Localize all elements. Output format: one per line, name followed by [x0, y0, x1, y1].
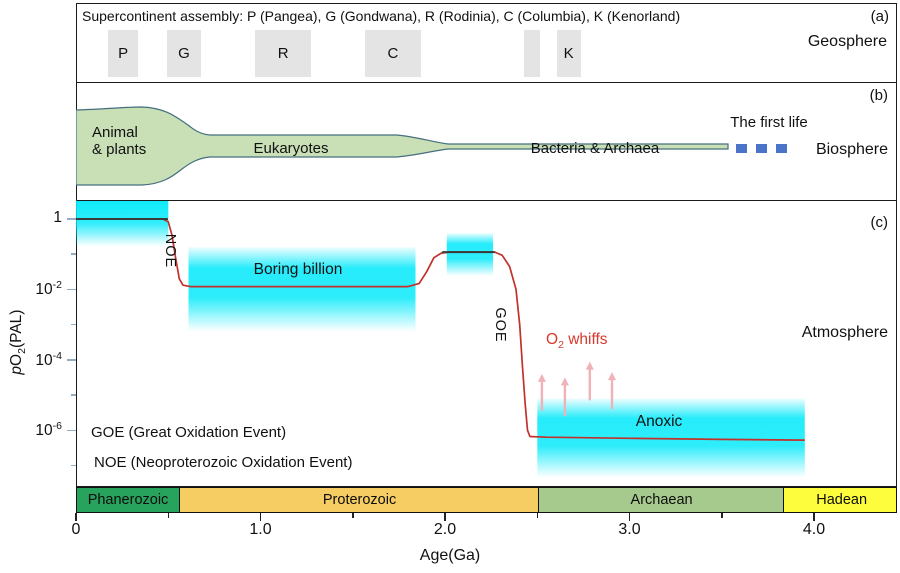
- biosphere-label: Biosphere: [815, 141, 888, 158]
- o2-whiff-arrowhead: [607, 371, 616, 380]
- x-tick-label-0: 0: [71, 521, 81, 538]
- x-tick-0: [75, 512, 77, 521]
- boring-billion-band: [188, 246, 415, 332]
- anoxic-label: Anoxic: [635, 413, 683, 430]
- y-tick-base: 10: [35, 281, 53, 299]
- panel-frame: Supercontinent assembly: P (Pangea), G (…: [75, 3, 897, 487]
- o2-whiffs-label: O2 whiffs: [546, 331, 608, 351]
- first-life-marker: [755, 143, 767, 153]
- y-tick--5: [71, 394, 76, 396]
- geosphere-title: Supercontinent assembly: P (Pangea), G (…: [82, 8, 681, 24]
- y-tick--2: [67, 288, 76, 291]
- noe-annotation: NOE: [162, 233, 178, 269]
- anoxic-band: [536, 398, 805, 478]
- panel-b-label: (b): [869, 87, 888, 104]
- supercontinent-letter: C: [387, 45, 399, 62]
- boring-billion-label: Boring billion: [253, 261, 343, 278]
- y-tick-label-0: 1: [16, 209, 62, 227]
- x-tick-1.5: [352, 512, 354, 518]
- y-tick-exponent: -4: [52, 349, 62, 362]
- y-tick--4: [67, 359, 76, 361]
- era-hadean: Hadean: [783, 488, 896, 512]
- animal-line2: & plants: [92, 141, 147, 158]
- y-tick-label--4: 10-4: [16, 350, 62, 370]
- y-tick-label--6: 10-6: [16, 420, 62, 440]
- y-tick-exponent: -6: [52, 420, 62, 433]
- y-tick--3: [71, 323, 76, 326]
- eukaryotes-label: Eukaryotes: [253, 140, 329, 157]
- animal-plants-label: Animal & plants: [92, 124, 146, 158]
- x-tick-3.5: [721, 512, 723, 518]
- x-tick-0.5: [167, 512, 169, 518]
- era-proterozoic: Proterozoic: [179, 488, 540, 512]
- x-tick-1: [259, 512, 262, 521]
- atmosphere-label: Atmosphere: [801, 324, 888, 341]
- supercontinent-G: G: [167, 30, 201, 77]
- supercontinent-P: P: [108, 30, 138, 77]
- x-axis-title: Age(Ga): [419, 547, 481, 564]
- goe-overshoot-band: [446, 232, 493, 276]
- y-tick--6: [67, 429, 76, 431]
- noe-legend: NOE (Neoproterozoic Oxidation Event): [94, 454, 353, 471]
- era-phanerozoic: Phanerozoic: [77, 488, 179, 512]
- y-tick-exponent: -2: [52, 279, 62, 292]
- first-life-marker: [775, 143, 787, 153]
- x-tick-label-3: 3.0: [618, 521, 641, 538]
- x-tick-label-4: 4.0: [802, 521, 826, 538]
- era-label: Hadean: [816, 491, 868, 508]
- supercontinent-K: K: [556, 30, 581, 77]
- era-label: Phanerozoic: [87, 491, 169, 508]
- x-tick-2: [444, 512, 446, 521]
- supercontinent-letter: R: [277, 45, 289, 62]
- supercontinent-letter: K: [563, 45, 574, 62]
- era-label: Proterozoic: [322, 491, 397, 508]
- x-tick-2.5: [536, 512, 538, 518]
- modern-oxygen-band: [75, 200, 168, 246]
- geologic-era-bar: Phanerozoic Proterozoic Archaean Hadean: [76, 487, 897, 513]
- goe-annotation: GOE: [492, 307, 508, 343]
- bacteria-archaea-label: Bacteria & Archaea: [530, 140, 660, 157]
- y-tick-base: 10: [35, 351, 53, 369]
- x-tick-3: [628, 512, 631, 521]
- geosphere-label: Geosphere: [807, 33, 887, 50]
- o2-whiff-arrowhead: [560, 376, 569, 385]
- o2-whiffs-o: O: [546, 331, 559, 348]
- supercontinent-unlabeled: [523, 30, 541, 77]
- supercontinent-C: C: [364, 30, 422, 77]
- supercontinent-letter: P: [118, 45, 129, 62]
- y-tick-base: 1: [53, 209, 62, 226]
- x-tick-label-2: 2.0: [433, 521, 457, 538]
- o2-whiff-arrowhead: [537, 373, 546, 382]
- animal-line1: Animal: [92, 124, 138, 141]
- o2-whiffs-sub: 2: [558, 339, 564, 352]
- y-tick-base: 10: [35, 422, 53, 440]
- era-archaean: Archaean: [538, 488, 785, 512]
- first-life-marker: [735, 143, 747, 153]
- y-tick--7: [71, 464, 76, 467]
- x-tick-label-1: 1.0: [249, 521, 272, 538]
- panel-divider-b-c: [77, 199, 896, 201]
- y-tick-0: [67, 218, 76, 220]
- y-axis-title-rest: (PAL): [7, 309, 25, 349]
- supercontinent-letter: G: [178, 45, 190, 62]
- o2-whiff-arrowhead: [585, 361, 594, 370]
- y-axis-title: pO2(PAL): [8, 287, 28, 397]
- y-tick-label--2: 10-2: [16, 279, 62, 299]
- era-label: Archaean: [630, 491, 693, 508]
- x-tick-4: [813, 512, 815, 521]
- po2-curve: [75, 217, 805, 441]
- first-life-label: The first life: [730, 114, 808, 131]
- y-tick--1: [71, 253, 76, 255]
- panel-divider-a-b: [77, 81, 896, 83]
- goe-legend: GOE (Great Oxidation Event): [91, 424, 287, 441]
- supercontinent-R: R: [255, 30, 312, 77]
- panel-c-label: (c): [870, 214, 889, 231]
- panel-a-label: (a): [870, 8, 889, 25]
- o2-whiffs-rest: whiffs: [563, 331, 608, 348]
